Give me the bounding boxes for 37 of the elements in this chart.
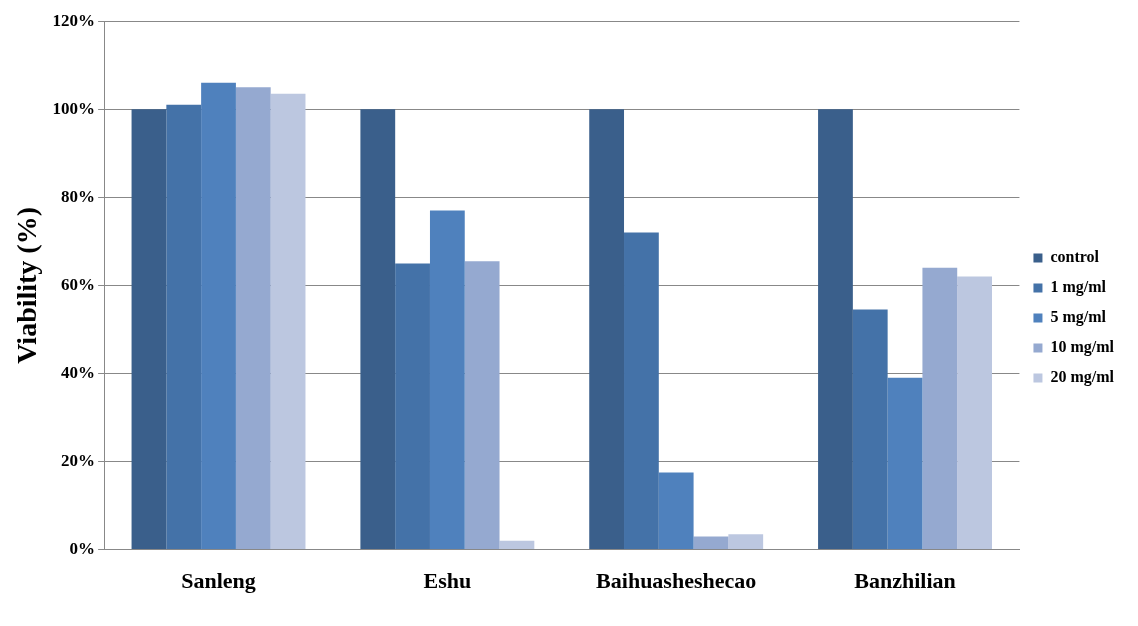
- y-tick-label: 80%: [61, 186, 96, 206]
- x-tick-label: Banzhilian: [854, 568, 956, 594]
- bar: [499, 540, 535, 550]
- bar: [624, 232, 659, 550]
- bar: [235, 87, 271, 550]
- bar: [131, 109, 167, 550]
- bar: [589, 109, 625, 550]
- bar: [658, 472, 694, 550]
- bar: [395, 263, 430, 550]
- legend-label: 1 mg/ml: [1050, 278, 1107, 297]
- y-tick-label: 40%: [61, 362, 96, 382]
- legend-label: 10 mg/ml: [1050, 338, 1115, 357]
- bar: [360, 109, 396, 550]
- y-tick-label: 100%: [52, 98, 96, 118]
- bar: [464, 261, 500, 550]
- bar: [887, 377, 923, 550]
- bar: [852, 309, 888, 550]
- bar: [270, 93, 306, 550]
- y-axis-title: Viability (%): [11, 206, 43, 364]
- bar: [201, 82, 236, 550]
- legend-label: 5 mg/ml: [1050, 308, 1107, 327]
- bar: [922, 267, 958, 550]
- y-tick-label: 120%: [52, 10, 96, 30]
- bar: [693, 536, 729, 550]
- bar: [166, 104, 202, 550]
- legend-label: control: [1050, 248, 1100, 266]
- y-tick-label: 20%: [61, 450, 96, 470]
- x-tick-label: Sanleng: [181, 568, 256, 594]
- x-tick-label: Eshu: [423, 568, 472, 594]
- x-tick-label: Baihuasheshecao: [596, 568, 757, 594]
- bar: [429, 210, 465, 550]
- y-tick-label: 60%: [61, 274, 96, 294]
- bar: [818, 109, 853, 550]
- y-tick-label: 0%: [69, 538, 96, 558]
- legend-label: 20 mg/ml: [1050, 368, 1115, 387]
- bar: [728, 534, 764, 550]
- bar: [957, 276, 992, 550]
